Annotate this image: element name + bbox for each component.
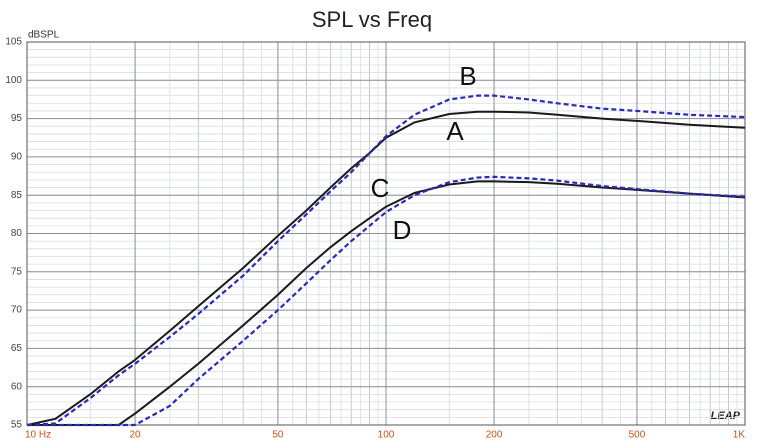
y-axis-label: dBSPL <box>28 30 60 41</box>
series-line <box>27 175 745 427</box>
plot-frame <box>26 41 746 426</box>
y-tick-label: 80 <box>11 228 23 239</box>
y-tick-label: 95 <box>11 113 23 124</box>
x-tick-label: 100 <box>378 430 395 441</box>
y-tick-label: 105 <box>5 37 22 48</box>
x-tick-label: 10 Hz <box>25 430 51 441</box>
y-tick-label: 60 <box>11 381 23 392</box>
series-annotation: C <box>371 173 390 203</box>
x-tick-label: 1K <box>733 430 746 441</box>
y-tick-label: 55 <box>11 420 23 431</box>
x-tick-label: 500 <box>629 430 646 441</box>
x-tick-label: 200 <box>486 430 503 441</box>
logo: LEAP <box>711 410 741 422</box>
chart-title: SPL vs Freq <box>312 7 432 32</box>
y-tick-label: 65 <box>11 343 23 354</box>
y-tick-label: 90 <box>11 152 23 163</box>
series-line <box>27 94 745 427</box>
series-annotation: A <box>446 116 464 146</box>
series-line <box>27 110 745 426</box>
y-tick-label: 100 <box>5 75 22 86</box>
y-tick-label: 85 <box>11 190 23 201</box>
x-tick-label: 20 <box>130 430 142 441</box>
y-tick-label: 70 <box>11 305 23 316</box>
series-line <box>27 180 745 426</box>
series-annotation: B <box>459 61 476 91</box>
y-tick-label: 75 <box>11 266 23 277</box>
series-annotation: D <box>393 215 412 245</box>
x-tick-label: 50 <box>272 430 284 441</box>
grid <box>26 41 746 426</box>
